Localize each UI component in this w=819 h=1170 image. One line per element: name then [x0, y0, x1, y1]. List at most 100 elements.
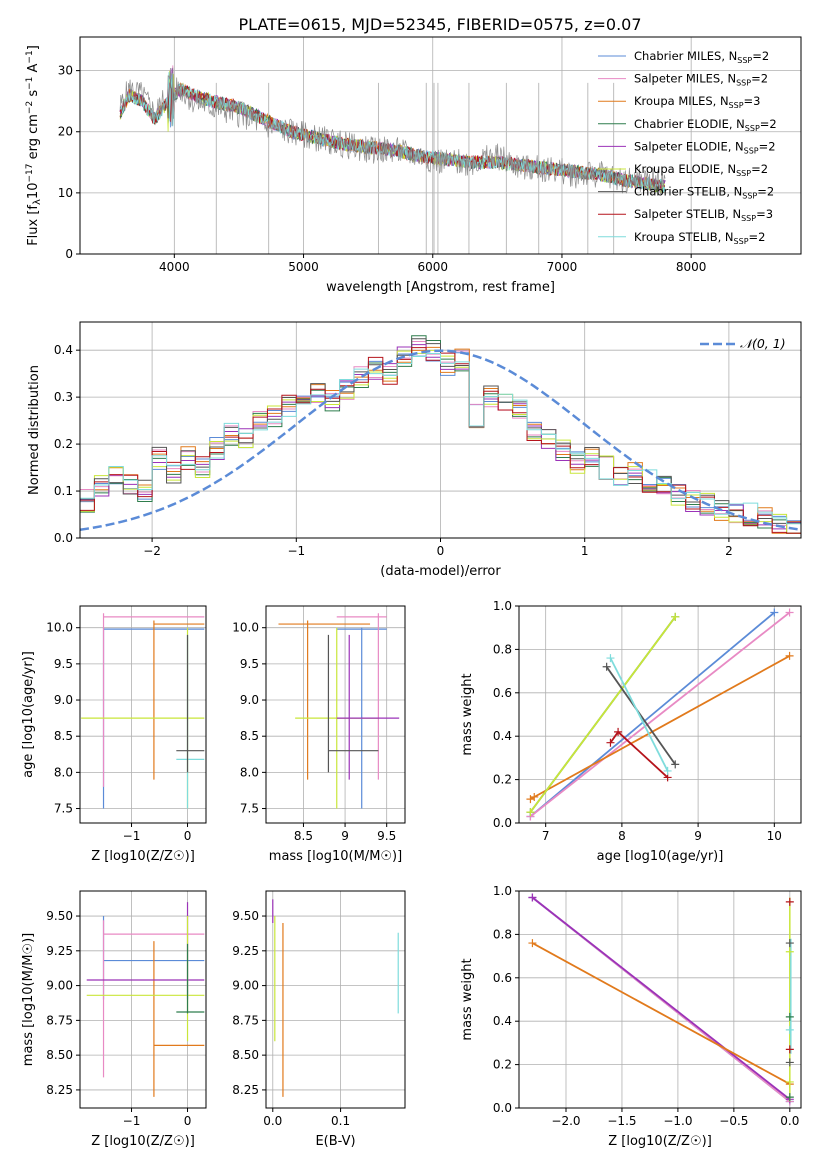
y-axis-label: mass [log10(M/M☉)] — [21, 933, 36, 1066]
plot-area-age-vs-metallicity — [80, 606, 206, 823]
x-tick-label: −1 — [123, 829, 141, 843]
x-tick-label: −2.0 — [551, 1114, 580, 1128]
legend-entry: Kroupa MILES, NSSP=3 — [634, 94, 761, 110]
mass-weight-marker — [785, 897, 794, 906]
y-tick-label: 7.5 — [54, 802, 73, 816]
y-tick-label: 9.0 — [54, 693, 73, 707]
x-axis-label: mass [log10(M/M☉)] — [269, 849, 402, 864]
x-tick-label: 1 — [581, 544, 589, 558]
y-axis-label-part: s — [26, 90, 41, 101]
legend-equals: = — [751, 162, 761, 176]
y-tick-label: 0.4 — [493, 1014, 512, 1028]
legend-label: Chabrier MILES, N — [634, 49, 737, 63]
y-tick-label: 9.5 — [240, 657, 259, 671]
y-tick-label: 20 — [58, 125, 73, 139]
legend-subscript: SSP — [729, 101, 744, 110]
mass-weight-marker — [785, 1077, 794, 1086]
y-axis-label-part: 10 — [26, 183, 41, 200]
legend-label: Chabrier ELODIE, N — [634, 117, 745, 131]
y-axis-label-part: Flux [f — [26, 205, 41, 246]
x-tick-label: 0.1 — [331, 1114, 350, 1128]
axes-massweight-vs-metallicity: −2.0 −1.5 −1.0 −0.5 0.0 0.0 0.2 0.4 0.6 0.8 1.0 Z [… — [460, 884, 802, 1149]
axes-frame — [518, 605, 802, 824]
axes-massweight-vs-age: 7 8 9 10 0.0 0.2 0.4 0.6 0.8 1.0 age [log10(age/yr… — [460, 599, 802, 864]
legend-nssp: 2 — [758, 230, 765, 244]
y-tick-label: 9.25 — [46, 944, 73, 958]
y-tick-label: 9.50 — [232, 909, 259, 923]
y-axis-label-part: −1 — [25, 77, 35, 90]
x-tick-label: 8000 — [676, 260, 707, 274]
axes-spectrum: 4000 5000 6000 7000 8000 0 10 20 30 wavelength [A… — [25, 36, 802, 295]
x-tick-label: −2 — [143, 544, 161, 558]
legend-entry: Chabrier ELODIE, NSSP=2 — [634, 117, 777, 133]
y-tick-label: 8.0 — [54, 765, 73, 779]
y-axis-label: Normed distribution — [27, 365, 42, 495]
mass-weight-line — [529, 611, 791, 818]
axes-frame — [79, 605, 207, 824]
y-tick-label: 10.0 — [46, 621, 73, 635]
x-tick-label: 2 — [725, 544, 733, 558]
x-tick-label: 7000 — [547, 260, 578, 274]
mass-weight-marker — [602, 662, 611, 671]
mass-weight-marker — [785, 947, 794, 956]
y-tick-label: 0.3 — [54, 390, 73, 404]
y-axis-label-part: A — [26, 63, 41, 76]
legend-label: Salpeter ELODIE, N — [634, 139, 744, 153]
x-tick-label: 6000 — [417, 260, 448, 274]
y-tick-label: 9.5 — [54, 657, 73, 671]
legend-nssp: 2 — [762, 49, 769, 63]
legend-nssp: 2 — [768, 139, 775, 153]
mass-weight-marker — [785, 608, 794, 617]
x-tick-label: −1.0 — [663, 1114, 692, 1128]
x-tick-label: 9 — [341, 829, 349, 843]
x-axis-label: Z [log10(Z/Z☉)] — [91, 1134, 195, 1149]
y-tick-label: 8.5 — [240, 729, 259, 743]
y-tick-label: 0.6 — [493, 971, 512, 985]
mass-weight-marker — [785, 1012, 794, 1021]
legend-equals: = — [760, 117, 770, 131]
y-tick-label: 1.0 — [493, 599, 512, 613]
mass-weight-marker — [528, 939, 537, 948]
legend-equals: = — [756, 207, 766, 221]
axes-residuals: −2 −1 0 1 2 0.0 0.1 0.2 0.3 0.4 (data-model)/error… — [27, 321, 802, 579]
mass-weight-marker — [671, 612, 680, 621]
x-axis-label: Z [log10(Z/Z☉)] — [91, 849, 195, 864]
y-tick-label: 0.2 — [493, 1058, 512, 1072]
y-tick-label: 8.75 — [46, 1013, 73, 1027]
mass-weight-marker — [663, 766, 672, 775]
legend-nssp: 2 — [767, 185, 774, 199]
x-tick-label: 9 — [694, 829, 702, 843]
y-tick-label: 30 — [58, 64, 73, 78]
legend-subscript: SSP — [745, 124, 760, 133]
legend-entry: Kroupa ELODIE, NSSP=2 — [634, 162, 768, 178]
y-tick-label: 10.0 — [232, 621, 259, 635]
x-tick-label: 8.5 — [294, 829, 313, 843]
mass-weight-marker — [770, 608, 779, 617]
mass-weight-line — [609, 657, 669, 772]
y-tick-label: 8.75 — [232, 1013, 259, 1027]
y-axis-label: mass weight — [460, 673, 475, 755]
x-tick-label: 0 — [184, 829, 192, 843]
y-tick-label: 0.1 — [54, 484, 73, 498]
legend-nssp: 3 — [766, 207, 773, 221]
y-tick-label: 9.0 — [240, 693, 259, 707]
x-tick-label: −1.5 — [607, 1114, 636, 1128]
y-axis-label-part: −17 — [25, 164, 35, 183]
y-tick-label: 7.5 — [240, 802, 259, 816]
legend-subscript: SSP — [742, 192, 757, 201]
y-axis-label-part: λ — [32, 199, 43, 205]
x-axis-label: wavelength [Angstrom, rest frame] — [326, 280, 555, 295]
legend-entry: Salpeter MILES, NSSP=2 — [634, 72, 768, 88]
x-tick-label: 0.0 — [263, 1114, 282, 1128]
y-axis-label-part: −2 — [25, 101, 35, 114]
legend-entry: Salpeter STELIB, NSSP=3 — [634, 207, 773, 223]
y-tick-label: 0.6 — [493, 686, 512, 700]
x-tick-label: 4000 — [159, 260, 190, 274]
axes-frame — [265, 605, 406, 824]
mass-weight-line — [529, 611, 775, 818]
axes-frame — [518, 890, 802, 1109]
x-tick-label: 9.5 — [377, 829, 396, 843]
mass-weight-marker — [614, 727, 623, 736]
residual-histogram — [80, 352, 801, 525]
legend-subscript: SSP — [744, 146, 759, 155]
